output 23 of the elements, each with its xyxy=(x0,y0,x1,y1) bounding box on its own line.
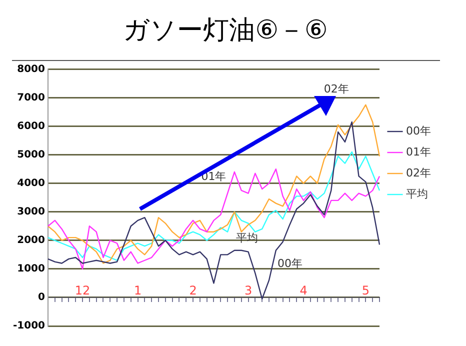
x-tick-label: 5 xyxy=(362,283,370,298)
y-tick-label: -1000 xyxy=(13,320,46,332)
x-tick-label: 12 xyxy=(74,283,90,298)
x-tick-label: 3 xyxy=(244,283,252,298)
annotation: 02年 xyxy=(324,82,349,96)
y-tick-label: 7000 xyxy=(17,92,46,104)
legend-label: 平均 xyxy=(406,187,428,200)
legend-label: 02年 xyxy=(406,166,432,180)
y-tick-label: 2000 xyxy=(17,234,46,246)
x-tick-label: 2 xyxy=(189,283,197,298)
y-tick-label: 1000 xyxy=(17,264,46,275)
chart-title: ガソー灯油⑥－⑥ xyxy=(123,15,328,46)
y-tick-label: 6000 xyxy=(17,120,46,132)
y-tick-label: 5000 xyxy=(17,149,46,160)
x-tick-label: 4 xyxy=(300,283,308,298)
legend-label: 01年 xyxy=(406,145,432,158)
y-tick-label: 4000 xyxy=(17,178,46,189)
x-tick-label: 1 xyxy=(134,283,142,298)
y-tick-label: 8000 xyxy=(17,64,46,75)
y-tick-label: 0 xyxy=(38,292,46,304)
y-tick-label: 3000 xyxy=(17,206,46,218)
legend-label: 00年 xyxy=(406,124,432,138)
annotation: 00年 xyxy=(277,257,302,270)
